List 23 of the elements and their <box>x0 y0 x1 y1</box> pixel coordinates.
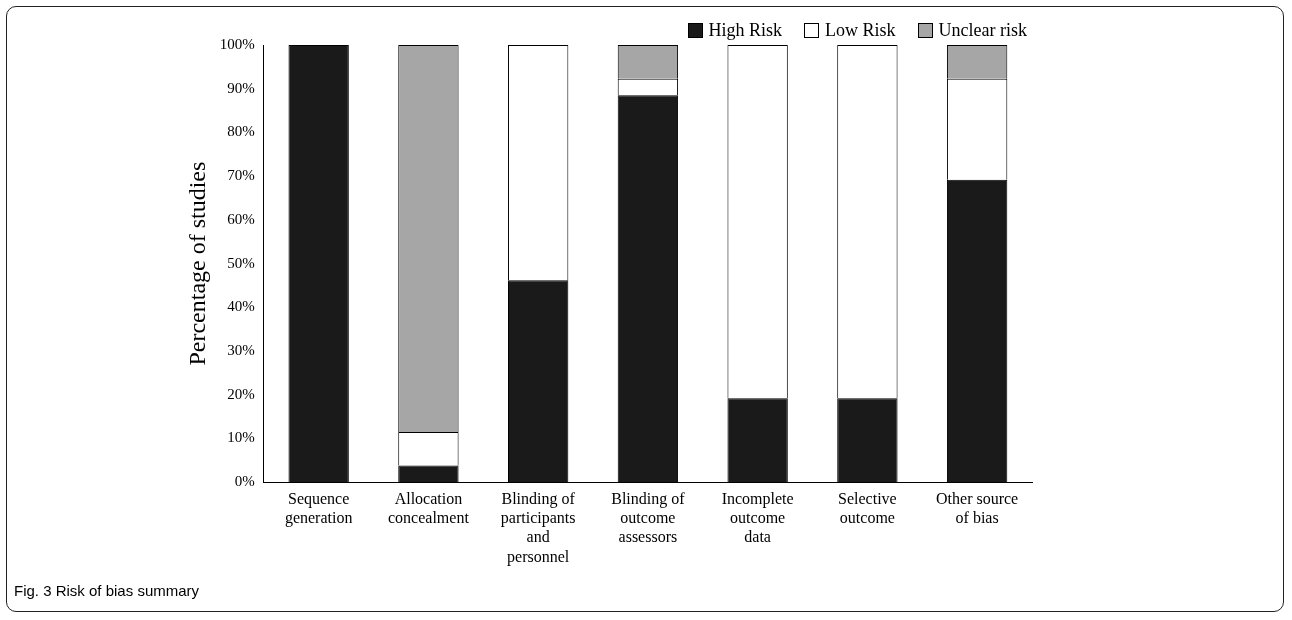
caption: Fig. 3 Risk of bias summary <box>14 582 200 599</box>
x-tick-label: Incomplete outcome data <box>721 490 794 546</box>
legend-label: Unclear risk <box>938 20 1027 41</box>
x-tick-label: Allocation concealment <box>387 490 470 527</box>
x-tick-label: Selective outcome <box>838 490 897 527</box>
y-tick-label: 100% <box>219 35 255 52</box>
x-tick-label: Blinding of participants and personnel <box>500 490 576 566</box>
y-axis-title: Percentage of studies <box>183 161 210 366</box>
x-tick-label: Sequence generation <box>284 490 353 528</box>
y-tick-label: 30% <box>227 341 255 358</box>
y-tick-label: 10% <box>227 429 255 446</box>
y-tick-label: 70% <box>227 167 255 184</box>
x-tick-label: Other source of bias <box>936 490 1019 527</box>
legend-label: High Risk <box>708 20 783 41</box>
y-tick-label: 50% <box>227 254 255 271</box>
y-tick-label: 90% <box>227 79 255 96</box>
y-tick-label: 80% <box>227 123 255 140</box>
y-tick-label: 60% <box>227 210 255 227</box>
y-tick-label: 40% <box>227 298 255 315</box>
y-tick-label: 0% <box>234 473 255 490</box>
series-label: Low Risk <box>825 20 896 41</box>
y-tick-label: 20% <box>227 385 255 402</box>
x-tick-label: Blinding of outcome assessors <box>611 490 686 546</box>
